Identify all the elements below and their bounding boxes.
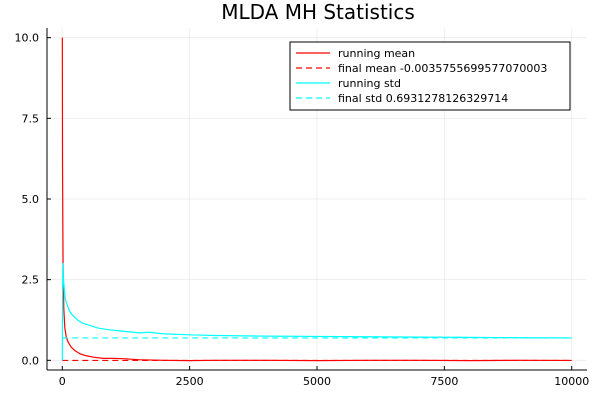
axes: 0 2500 5000 7500 10000 0.0 2.5 5.0 7.5 10.0 [15, 28, 589, 388]
chart-title: MLDA MH Statistics [221, 0, 415, 24]
y-tick-label: 0.0 [22, 354, 40, 367]
legend-label: running mean [338, 47, 415, 60]
y-tick-label: 2.5 [22, 274, 40, 287]
x-tick-label: 0 [59, 375, 66, 388]
series-line [61, 37, 572, 362]
x-tick-label: 7500 [430, 375, 458, 388]
y-tick-label: 7.5 [22, 112, 40, 125]
legend-label: final std 0.6931278126329714 [338, 92, 508, 105]
x-tick-label: 5000 [303, 375, 331, 388]
x-tick-label: 2500 [176, 375, 204, 388]
legend-box [289, 41, 571, 111]
legend-label: final mean -0.0035755699577070003 [338, 62, 547, 75]
plot-area [61, 37, 572, 362]
y-tick-label: 5.0 [22, 193, 40, 206]
series-line [61, 262, 572, 361]
legend-label: running std [338, 77, 401, 90]
y-tick-label: 10.0 [15, 32, 40, 45]
x-tick-label: 10000 [554, 375, 589, 388]
legend: running mean final mean -0.00357556995770… [289, 41, 571, 111]
